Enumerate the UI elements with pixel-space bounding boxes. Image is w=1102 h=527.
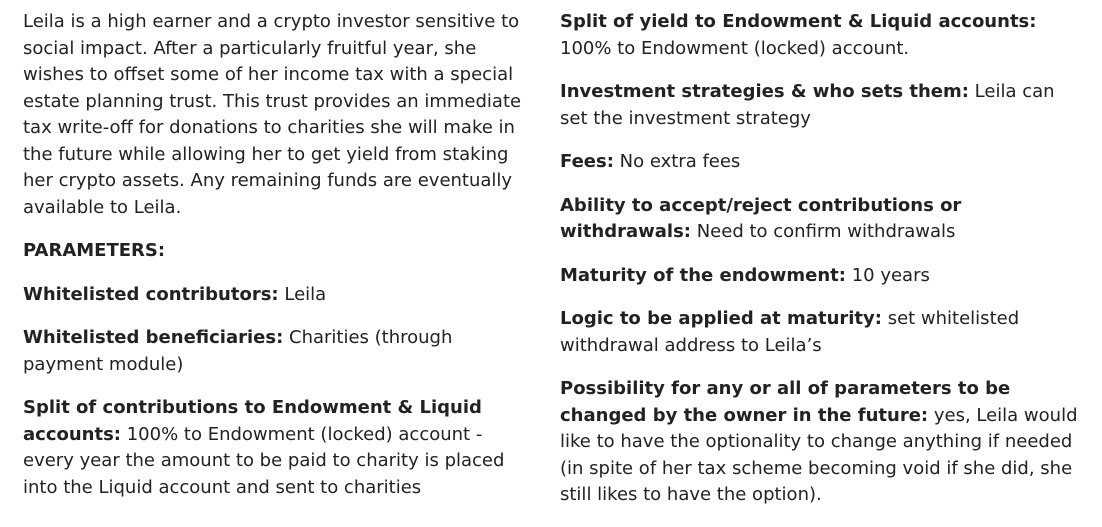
param-value: 10 years [845,264,930,286]
param-whitelisted-contributors: Whitelisted contributors: Leila [23,282,523,309]
param-label: Possibility for any or all of parameters… [560,378,1011,426]
param-label: Investment strategies & who sets them: [560,81,969,102]
param-whitelisted-beneficiaries: Whitelisted beneficiaries: Charities (th… [23,325,523,378]
param-label: Whitelisted beneficiaries: [23,327,284,348]
param-maturity: Maturity of the endowment: 10 years [560,263,1080,290]
param-value: 100% to Endowment (locked) account. [560,37,910,59]
param-investment-strategies: Investment strategies & who sets them: L… [560,79,1080,132]
param-value: Leila [278,283,327,305]
param-split-contributions: Split of contributions to Endowment & Li… [23,395,523,501]
param-label: Split of yield to Endowment & Liquid acc… [560,11,1037,32]
param-label: Ability to accept/reject contributions o… [560,194,962,243]
param-split-yield: Split of yield to Endowment & Liquid acc… [560,9,1080,62]
param-value: yes, Leila would like to have the option… [560,404,1078,506]
param-logic-at-maturity: Logic to be applied at maturity: set whi… [560,306,1080,359]
param-value: 100% to Endowment (locked) account - eve… [23,423,505,498]
left-column: Leila is a high earner and a crypto inve… [23,9,523,518]
param-value: Leila can set the investment strategy [560,81,1055,129]
right-column: Split of yield to Endowment & Liquid acc… [560,9,1080,526]
param-fees: Fees: No extra fees [560,149,1080,176]
parameters-heading: PARAMETERS: [23,240,166,261]
param-label: Logic to be applied at maturity: [560,308,882,329]
intro-paragraph: Leila is a high earner and a crypto inve… [23,11,522,218]
param-label: Split of contributions to Endowment & Li… [23,397,482,445]
param-accept-reject: Ability to accept/reject contributions o… [560,193,1080,246]
param-value: set whitelisted withdrawal address to Le… [560,308,1020,356]
param-value: No extra fees [613,151,741,172]
param-change-possibility: Possibility for any or all of parameters… [560,376,1080,509]
param-value: Charities (through payment module) [23,327,453,375]
param-label: Whitelisted contributors: [23,283,279,305]
param-label: Fees: [560,151,614,172]
param-value: Need to confirm withdrawals [690,221,956,242]
param-label: Maturity of the endowment: [560,264,846,286]
